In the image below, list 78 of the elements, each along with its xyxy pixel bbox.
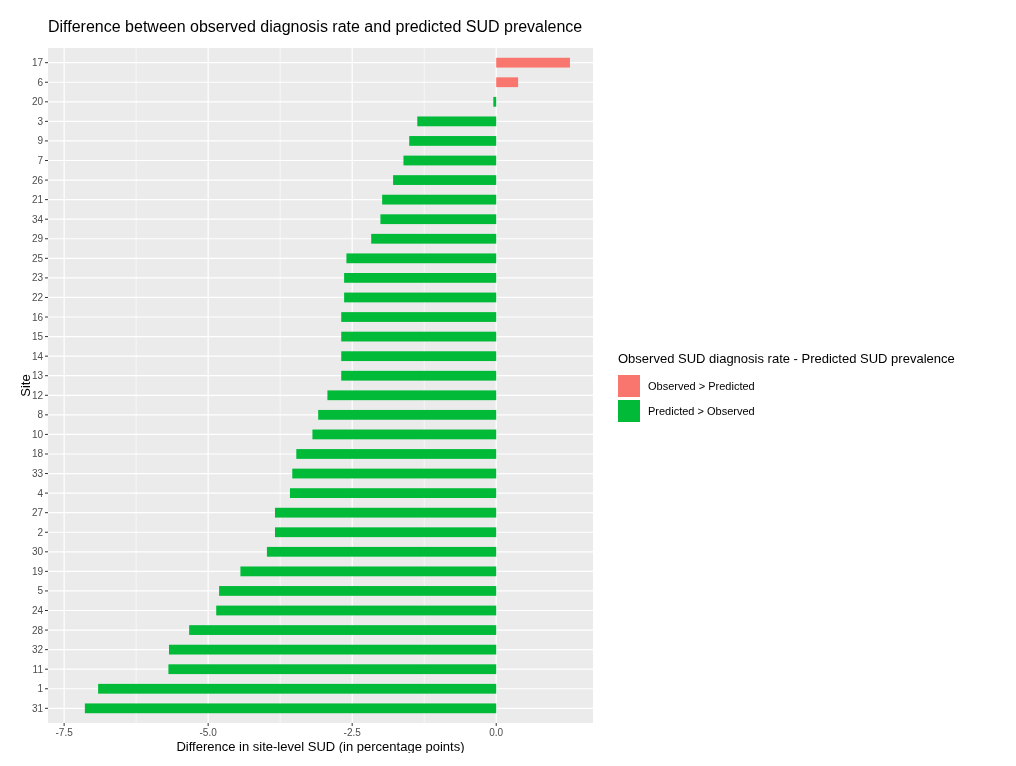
legend-title: Observed SUD diagnosis rate - Predicted SUD prevalence: [618, 351, 955, 366]
bar: [496, 77, 519, 88]
y-tick-label: 23: [31, 272, 44, 284]
y-tick-label: 2: [37, 526, 44, 538]
y-tick-label: 22: [31, 291, 44, 303]
y-tick-label: 12: [31, 389, 44, 401]
y-tick-label: 32: [31, 644, 44, 656]
y-tick-label: 28: [31, 624, 44, 636]
bar: [344, 292, 497, 303]
bar: [327, 390, 497, 401]
y-tick-label: 18: [31, 448, 44, 460]
y-tick-label: 11: [32, 663, 44, 675]
bar: [409, 136, 497, 146]
bar: [292, 468, 497, 479]
bar: [344, 273, 497, 283]
bar: [382, 194, 497, 205]
x-tick-label: -2.5: [343, 727, 362, 738]
bar: [274, 527, 497, 538]
y-tick-label: 33: [31, 468, 44, 480]
legend-label: Predicted > Observed: [648, 405, 755, 417]
y-tick-label: 29: [31, 233, 44, 245]
y-tick-label: 25: [31, 252, 44, 264]
y-tick-label: 30: [31, 546, 44, 558]
bar: [219, 586, 497, 596]
x-tick-label: -7.5: [55, 727, 74, 738]
y-tick-label: 13: [31, 370, 44, 382]
y-tick-label: 26: [31, 174, 44, 186]
bar: [318, 409, 497, 420]
y-axis-title: Site: [18, 374, 33, 397]
bar: [371, 233, 497, 244]
bar: [289, 488, 497, 498]
y-tick-label: 8: [37, 409, 44, 421]
y-tick-label: 20: [31, 96, 44, 108]
bar: [341, 370, 497, 381]
x-tick-label: 0.0: [489, 727, 504, 738]
y-tick-label: 15: [31, 331, 44, 343]
bar: [380, 214, 497, 225]
bar: [216, 605, 497, 616]
bar: [393, 175, 497, 185]
bar: [341, 312, 497, 322]
y-tick-label: 34: [31, 213, 44, 225]
bar: [341, 351, 497, 362]
y-tick-label: 10: [31, 428, 44, 440]
y-tick-label: 19: [31, 565, 44, 577]
bar: [417, 116, 497, 127]
x-axis-title: Difference in site-level SUD (in percentage points): [176, 739, 465, 754]
y-tick-label: 5: [37, 585, 44, 597]
bar: [266, 546, 497, 557]
bar: [341, 331, 497, 342]
y-tick-label: 14: [31, 350, 44, 362]
legend-label: Observed > Predicted: [648, 380, 755, 392]
bar: [493, 96, 497, 107]
bar: [403, 155, 497, 166]
x-tick-label: -5.0: [199, 727, 218, 738]
y-tick-label: 31: [31, 702, 44, 714]
y-tick-label: 24: [31, 605, 44, 616]
y-tick-label: 4: [37, 487, 44, 499]
bar: [168, 644, 497, 655]
bar: [240, 566, 497, 577]
bar: [346, 253, 497, 264]
y-tick-label: 3: [37, 115, 44, 127]
y-tick-label: 21: [31, 194, 44, 206]
y-tick-label: 6: [37, 76, 44, 88]
bar: [312, 429, 497, 440]
bar: [496, 57, 570, 68]
y-tick-label: 17: [31, 57, 44, 69]
bar: [98, 683, 497, 694]
bar: [189, 625, 497, 635]
bar: [274, 507, 497, 518]
y-tick-label: 27: [31, 507, 44, 519]
y-tick-label: 1: [37, 683, 44, 695]
bar: [168, 664, 497, 675]
y-tick-label: 9: [37, 135, 44, 147]
chart-title: Difference between observed diagnosis rate and predicted SUD prevalence: [48, 18, 583, 35]
y-tick-label: 16: [31, 311, 44, 323]
bar: [296, 449, 497, 459]
bar: [84, 703, 497, 714]
y-tick-label: 7: [37, 155, 44, 166]
